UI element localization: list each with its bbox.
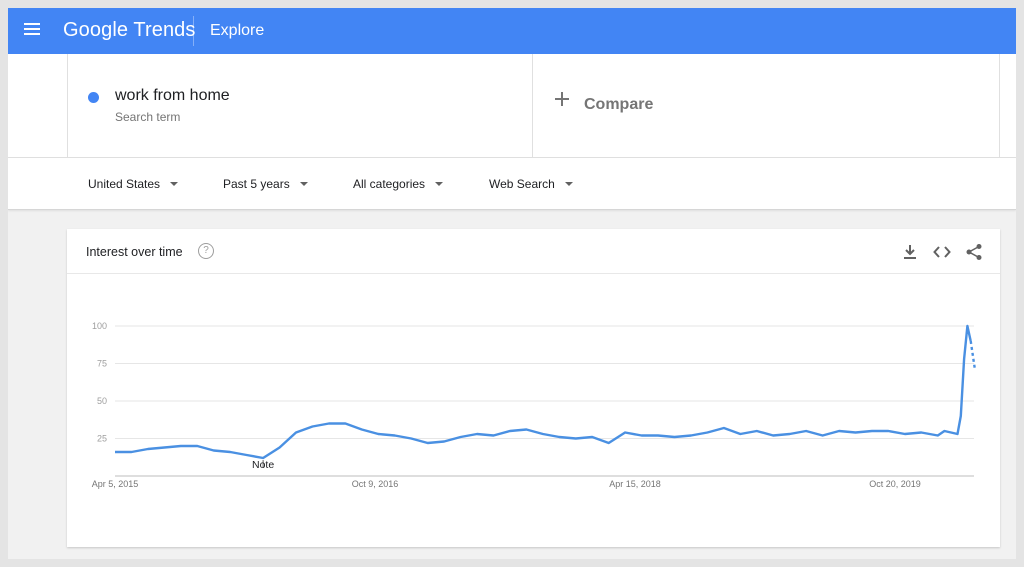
search-term-card[interactable]: work from home Search term xyxy=(67,54,533,157)
app-bar: Google Trends Explore xyxy=(8,8,1016,54)
logo-trends-text: Trends xyxy=(133,19,196,41)
help-icon[interactable]: ? xyxy=(198,243,214,259)
share-icon[interactable] xyxy=(965,243,983,261)
x-tick-label: Oct 9, 2016 xyxy=(352,479,399,489)
search-term-text[interactable]: work from home xyxy=(115,87,230,104)
google-trends-logo[interactable]: Google Trends xyxy=(63,16,196,44)
logo-google-text: Google xyxy=(63,19,129,41)
search-terms-row: work from home Search term Compare xyxy=(8,54,1016,158)
header-divider xyxy=(193,16,194,46)
y-tick-label: 50 xyxy=(97,396,107,406)
x-tick-label: Apr 5, 2015 xyxy=(92,479,139,489)
region-dropdown[interactable]: United States xyxy=(88,176,179,192)
x-tick-label: Apr 15, 2018 xyxy=(609,479,661,489)
time-range-dropdown-label: Past 5 years xyxy=(223,177,290,191)
y-tick-label: 25 xyxy=(97,434,107,444)
caret-down-icon xyxy=(564,182,573,186)
search-type-dropdown-label: Web Search xyxy=(489,177,555,191)
y-tick-label: 75 xyxy=(97,359,107,369)
filter-bar: United States Past 5 years All categorie… xyxy=(8,158,1016,210)
search-type-dropdown[interactable]: Web Search xyxy=(489,176,573,192)
category-dropdown-label: All categories xyxy=(353,177,426,191)
compare-label: Compare xyxy=(584,96,654,113)
caret-down-icon xyxy=(170,182,179,186)
search-term-type: Search term xyxy=(115,110,181,124)
interest-over-time-card: Interest over time ? 25 50 75 100 Apr 5, 201… xyxy=(67,229,1000,547)
note-annotation[interactable]: Note xyxy=(252,459,274,471)
region-dropdown-label: United States xyxy=(88,177,161,191)
caret-down-icon xyxy=(435,182,444,186)
caret-down-icon xyxy=(299,182,308,186)
series-color-dot xyxy=(88,92,99,103)
plus-icon xyxy=(555,92,569,106)
browser-viewport: Google Trends Explore work from home Sea… xyxy=(8,8,1016,559)
card-title: Interest over time xyxy=(86,245,183,259)
y-tick-label: 100 xyxy=(92,321,107,331)
page-section-title: Explore xyxy=(210,22,265,39)
category-dropdown[interactable]: All categories xyxy=(353,176,444,192)
hamburger-menu-icon[interactable] xyxy=(24,23,40,35)
time-range-dropdown[interactable]: Past 5 years xyxy=(223,176,308,192)
embed-icon[interactable] xyxy=(933,243,951,261)
partial-data-line xyxy=(969,340,976,369)
compare-button[interactable]: Compare xyxy=(533,54,1000,157)
card-header: Interest over time ? xyxy=(67,229,1000,274)
series-line xyxy=(115,324,972,460)
download-icon[interactable] xyxy=(901,243,919,261)
interest-over-time-chart[interactable]: 25 50 75 100 Apr 5, 2015 Oct 9, 2016 Apr 15, 2… xyxy=(67,274,1000,547)
x-tick-label: Oct 20, 2019 xyxy=(869,479,921,489)
